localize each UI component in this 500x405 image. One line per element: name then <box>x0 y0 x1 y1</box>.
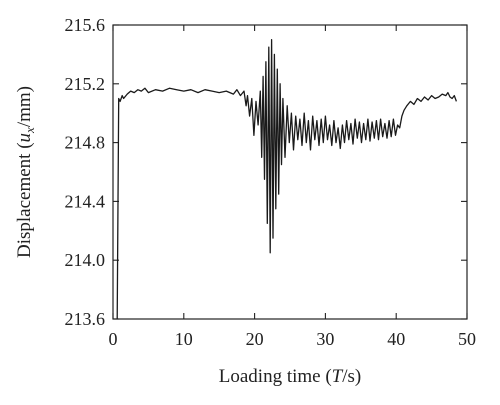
y-tick-label: 214.0 <box>65 250 106 270</box>
y-tick-label: 215.2 <box>65 74 106 94</box>
y-tick-label: 215.6 <box>65 15 106 35</box>
x-axis: 0 10 20 30 40 50 <box>109 25 476 349</box>
x-tick-label: 40 <box>387 329 405 349</box>
x-tick-label: 30 <box>316 329 334 349</box>
y-axis: 213.6 214.0 214.4 214.8 215.2 215.6 <box>65 15 467 329</box>
y-tick-label: 213.6 <box>65 309 106 329</box>
y-tick-label: 214.4 <box>65 191 106 211</box>
x-tick-label: 50 <box>458 329 476 349</box>
x-tick-label: 0 <box>109 329 118 349</box>
x-tick-label: 10 <box>175 329 193 349</box>
y-tick-label: 214.8 <box>65 133 106 153</box>
y-axis-title: Displacement (ux/mm) <box>14 86 37 258</box>
series-line <box>116 39 458 320</box>
x-tick-label: 20 <box>246 329 264 349</box>
x-axis-title: Loading time (T/s) <box>219 366 362 387</box>
plot-frame <box>112 24 468 320</box>
